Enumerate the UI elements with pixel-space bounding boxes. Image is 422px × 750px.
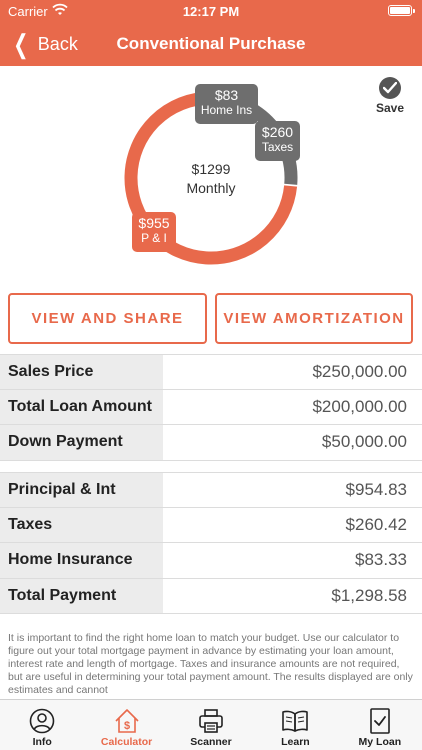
row-value: $1,298.58 bbox=[331, 585, 407, 605]
carrier-label: Carrier bbox=[8, 4, 48, 19]
tab-label: My Loan bbox=[358, 736, 402, 748]
tab-my-loan[interactable]: My Loan bbox=[338, 700, 422, 750]
navigation-bar: ❮ Back Conventional Purchase bbox=[0, 22, 422, 66]
table-row: Total Loan Amount $200,000.00 bbox=[0, 389, 422, 425]
table-row: Taxes $260.42 bbox=[0, 507, 422, 543]
home-ins-amount: $83 bbox=[214, 87, 239, 103]
save-label: Save bbox=[375, 101, 405, 115]
tab-info[interactable]: Info bbox=[0, 700, 84, 750]
table-row: Home Insurance $83.33 bbox=[0, 543, 422, 579]
row-value: $954.83 bbox=[345, 479, 407, 499]
table-row: Sales Price $250,000.00 bbox=[0, 354, 422, 390]
document-check-icon bbox=[338, 706, 422, 736]
wifi-icon bbox=[52, 3, 68, 20]
row-label: Home Insurance bbox=[0, 543, 163, 578]
taxes-callout: $260 Taxes bbox=[255, 121, 300, 161]
pi-label: P & I bbox=[141, 231, 167, 245]
table-row: Down Payment $50,000.00 bbox=[0, 425, 422, 461]
tab-label: Learn bbox=[281, 736, 310, 748]
home-ins-label: Home Ins bbox=[200, 103, 253, 117]
taxes-label: Taxes bbox=[261, 140, 294, 154]
row-label: Total Loan Amount bbox=[0, 389, 163, 424]
payment-details-table: Principal & Int $954.83 Taxes $260.42 Ho… bbox=[0, 472, 422, 614]
row-label: Taxes bbox=[0, 507, 163, 542]
chart-center-amount: $1299 bbox=[191, 161, 231, 177]
tab-label: Info bbox=[32, 736, 52, 748]
row-label: Principal & Int bbox=[0, 473, 163, 507]
disclaimer-text: It is important to find the right home l… bbox=[8, 632, 413, 696]
row-value: $260.42 bbox=[345, 514, 407, 534]
tab-bar: Info $ Calculator Scanner Learn My Loan bbox=[0, 699, 422, 750]
table-row: Total Payment $1,298.58 bbox=[0, 578, 422, 614]
row-label: Total Payment bbox=[0, 578, 163, 613]
chevron-left-icon: ❮ bbox=[13, 29, 29, 59]
home-ins-callout: $83 Home Ins bbox=[195, 84, 258, 124]
person-icon bbox=[0, 706, 84, 736]
taxes-amount: $260 bbox=[261, 124, 294, 140]
book-icon bbox=[253, 706, 337, 736]
save-button[interactable]: Save bbox=[370, 77, 410, 117]
row-value: $200,000.00 bbox=[312, 396, 407, 416]
loan-details-table: Sales Price $250,000.00 Total Loan Amoun… bbox=[0, 354, 422, 461]
back-label: Back bbox=[37, 33, 78, 54]
svg-text:$: $ bbox=[124, 720, 130, 732]
row-value: $83.33 bbox=[355, 550, 407, 570]
status-bar: Carrier 12:17 PM bbox=[0, 0, 422, 22]
status-time: 12:17 PM bbox=[182, 4, 240, 19]
pi-amount: $955 bbox=[138, 215, 170, 231]
battery-icon bbox=[388, 5, 415, 16]
tab-calculator[interactable]: $ Calculator bbox=[84, 700, 168, 750]
pi-callout: $955 P & I bbox=[132, 212, 176, 252]
printer-icon bbox=[169, 706, 253, 736]
tab-label: Scanner bbox=[190, 736, 232, 748]
back-button[interactable]: ❮ Back bbox=[10, 30, 78, 58]
table-row: Principal & Int $954.83 bbox=[0, 472, 422, 508]
chart-center-label: Monthly bbox=[186, 180, 236, 196]
row-label: Sales Price bbox=[0, 355, 163, 389]
row-label: Down Payment bbox=[0, 425, 163, 460]
tab-label: Calculator bbox=[100, 736, 153, 748]
payment-chart: $1299 Monthly $83 Home Ins $260 Taxes $9… bbox=[0, 66, 422, 290]
checkmark-circle-icon bbox=[379, 77, 401, 99]
tab-learn[interactable]: Learn bbox=[253, 700, 337, 750]
row-value: $250,000.00 bbox=[312, 361, 407, 381]
view-amortization-button[interactable]: VIEW AMORTIZATION bbox=[215, 293, 413, 344]
tab-scanner[interactable]: Scanner bbox=[169, 700, 253, 750]
house-dollar-icon: $ bbox=[84, 706, 168, 736]
view-and-share-button[interactable]: VIEW AND SHARE bbox=[8, 293, 207, 344]
row-value: $50,000.00 bbox=[321, 432, 407, 452]
